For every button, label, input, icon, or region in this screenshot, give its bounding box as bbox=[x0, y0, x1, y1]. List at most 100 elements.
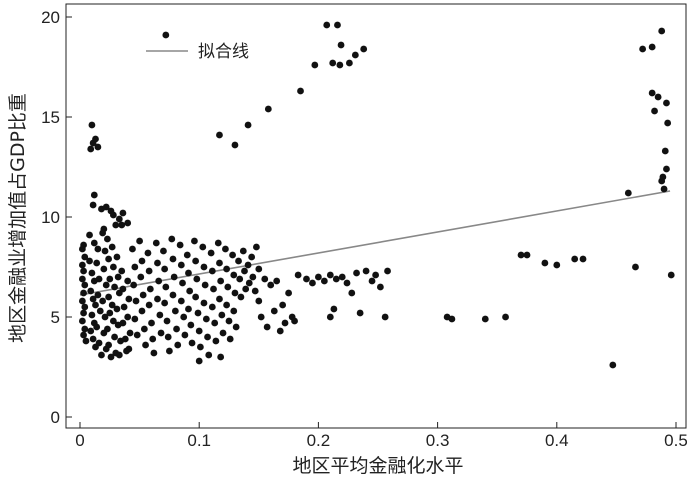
data-point bbox=[133, 331, 141, 339]
data-point bbox=[98, 351, 105, 359]
data-point bbox=[160, 247, 167, 255]
data-point bbox=[651, 107, 658, 115]
data-point bbox=[639, 45, 647, 53]
data-point bbox=[109, 317, 117, 325]
data-point bbox=[609, 361, 617, 369]
data-point bbox=[78, 317, 86, 325]
data-point bbox=[320, 277, 328, 285]
data-point bbox=[276, 327, 284, 335]
data-point bbox=[114, 273, 122, 281]
data-point bbox=[231, 289, 239, 297]
data-point bbox=[80, 267, 87, 275]
data-point bbox=[162, 31, 170, 39]
data-point bbox=[108, 243, 116, 251]
data-point bbox=[225, 317, 233, 325]
data-point bbox=[263, 323, 271, 331]
data-point bbox=[81, 325, 89, 333]
data-point bbox=[216, 131, 223, 139]
data-point bbox=[131, 263, 139, 271]
data-point bbox=[120, 303, 128, 311]
data-point bbox=[86, 257, 93, 265]
x-tick-label: 0.3 bbox=[426, 431, 450, 450]
data-point bbox=[105, 341, 113, 349]
data-point bbox=[311, 61, 319, 69]
data-point bbox=[194, 309, 202, 317]
data-point bbox=[368, 277, 376, 285]
data-point bbox=[218, 311, 226, 319]
data-point bbox=[124, 313, 132, 321]
data-point bbox=[553, 261, 561, 269]
data-point bbox=[94, 291, 102, 299]
data-point bbox=[93, 259, 101, 267]
data-point bbox=[664, 119, 672, 127]
data-point bbox=[384, 267, 391, 275]
data-point bbox=[101, 313, 109, 321]
data-point bbox=[173, 325, 180, 333]
data-point bbox=[118, 267, 126, 275]
data-point bbox=[154, 259, 161, 267]
y-tick-label: 15 bbox=[41, 108, 60, 127]
data-point bbox=[185, 269, 192, 277]
data-point bbox=[139, 291, 147, 299]
data-point bbox=[291, 317, 298, 325]
data-point bbox=[329, 59, 337, 67]
data-point bbox=[78, 297, 86, 305]
data-point bbox=[88, 121, 96, 129]
data-point bbox=[81, 253, 89, 261]
data-point bbox=[332, 275, 340, 283]
data-point bbox=[239, 247, 247, 255]
y-tick-label: 10 bbox=[41, 208, 60, 227]
data-point bbox=[362, 267, 370, 275]
data-point bbox=[157, 329, 165, 337]
data-point bbox=[111, 283, 118, 291]
data-point bbox=[78, 245, 86, 253]
data-point bbox=[78, 275, 86, 283]
data-point bbox=[108, 301, 116, 309]
data-point bbox=[130, 281, 138, 289]
data-point bbox=[205, 351, 213, 359]
data-point bbox=[202, 315, 210, 323]
data-point bbox=[253, 243, 260, 251]
data-point bbox=[222, 245, 229, 253]
data-point bbox=[174, 341, 182, 349]
data-point bbox=[99, 297, 107, 305]
data-point bbox=[648, 89, 656, 97]
data-point bbox=[105, 293, 113, 301]
data-point bbox=[659, 173, 667, 181]
data-point bbox=[125, 295, 133, 303]
data-point bbox=[223, 265, 231, 273]
x-tick-label: 0 bbox=[75, 431, 84, 450]
data-point bbox=[106, 309, 114, 317]
data-point bbox=[125, 345, 133, 353]
data-point bbox=[211, 319, 219, 327]
data-point bbox=[214, 239, 222, 247]
data-point bbox=[255, 297, 263, 305]
data-point bbox=[217, 277, 225, 285]
data-point bbox=[208, 303, 216, 311]
data-point bbox=[161, 265, 169, 273]
data-point bbox=[78, 261, 86, 269]
data-point bbox=[381, 313, 389, 321]
data-point bbox=[187, 321, 195, 329]
data-point bbox=[90, 191, 98, 199]
data-point bbox=[267, 281, 275, 289]
data-point bbox=[348, 289, 356, 297]
data-point bbox=[156, 311, 164, 319]
data-point bbox=[105, 255, 113, 263]
data-point bbox=[87, 145, 95, 153]
legend: 拟合线 bbox=[146, 42, 249, 62]
points-group bbox=[78, 21, 675, 369]
legend-label: 拟合线 bbox=[198, 42, 249, 62]
x-tick-label: 0.2 bbox=[307, 431, 331, 450]
data-point bbox=[192, 257, 200, 265]
data-point bbox=[137, 273, 145, 281]
data-point bbox=[224, 283, 232, 291]
data-point bbox=[663, 99, 670, 107]
data-point bbox=[191, 237, 198, 245]
data-point bbox=[571, 255, 579, 263]
data-point bbox=[183, 251, 191, 259]
data-point bbox=[90, 239, 98, 247]
data-point bbox=[285, 289, 292, 297]
data-point bbox=[138, 307, 146, 315]
